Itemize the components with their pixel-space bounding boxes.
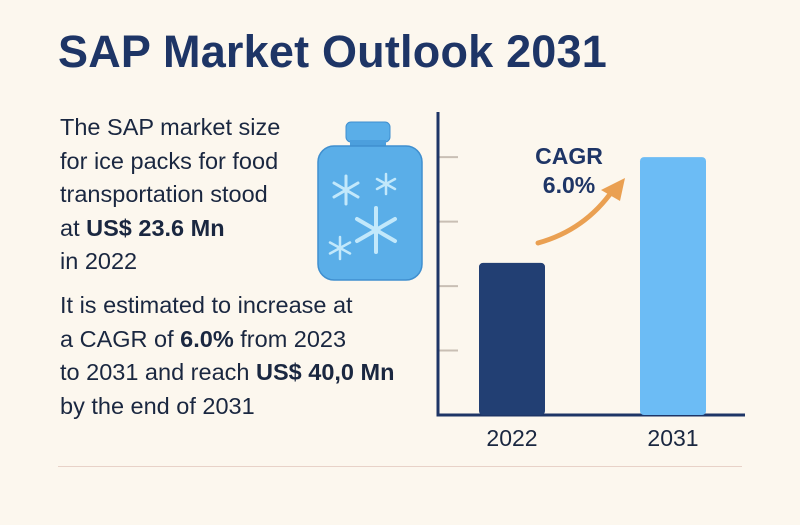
text-segment: from 2023 [233, 325, 347, 352]
bar-2022 [479, 262, 545, 415]
text-line: to 2031 and reach US$ 40,0 Mn [60, 356, 394, 390]
text-segment: It is estimated to increase at [60, 292, 353, 318]
text-line: a CAGR of 6.0% from 2023 [60, 323, 394, 357]
text-line: in 2022 [60, 245, 280, 279]
text-line: The SAP market size [60, 111, 280, 145]
x-tick-label: 2031 [647, 425, 698, 451]
text-segment: The SAP market size [60, 114, 281, 140]
snowflake-icon [375, 172, 397, 196]
text-segment: by the end of 2031 [60, 392, 255, 419]
forecast-paragraph: It is estimated to increase at a CAGR of … [60, 289, 394, 423]
highlight-value: US$ 23.6 Mn [86, 214, 225, 241]
text-segment: at [60, 214, 87, 241]
market-size-paragraph: The SAP market size for ice packs for foo… [60, 111, 280, 279]
highlight-value: US$ 40,0 Mn [256, 359, 395, 385]
text-line: for ice packs for food [60, 145, 280, 179]
growth-arrow-head [601, 178, 625, 201]
bar-2031 [640, 157, 706, 415]
text-line: It is estimated to increase at [60, 289, 394, 323]
text-segment: in 2022 [60, 248, 138, 274]
text-line: by the end of 2031 [60, 390, 394, 424]
highlight-value: 6.0% [180, 325, 234, 352]
text-segment: for ice packs for food [60, 147, 279, 174]
footer-divider [58, 466, 742, 467]
ice-pack-neck [350, 140, 386, 148]
text-line: at US$ 23.6 Mn [60, 212, 280, 246]
text-line: transportation stood [60, 178, 280, 212]
text-segment: a CAGR of [60, 325, 181, 352]
snowflake-icon [355, 206, 397, 254]
cagr-value: 6.0% [543, 172, 595, 198]
cagr-label: CAGR [535, 143, 603, 169]
snowflake-icon [332, 174, 360, 206]
snowflake-icon [328, 235, 352, 261]
ice-pack-icon [314, 120, 426, 282]
growth-arrow [535, 187, 616, 246]
text-segment: transportation stood [60, 181, 268, 207]
text-segment: to 2031 and reach [60, 359, 256, 385]
x-tick-label: 2022 [486, 425, 537, 451]
page-title: SAP Market Outlook 2031 [58, 26, 607, 77]
